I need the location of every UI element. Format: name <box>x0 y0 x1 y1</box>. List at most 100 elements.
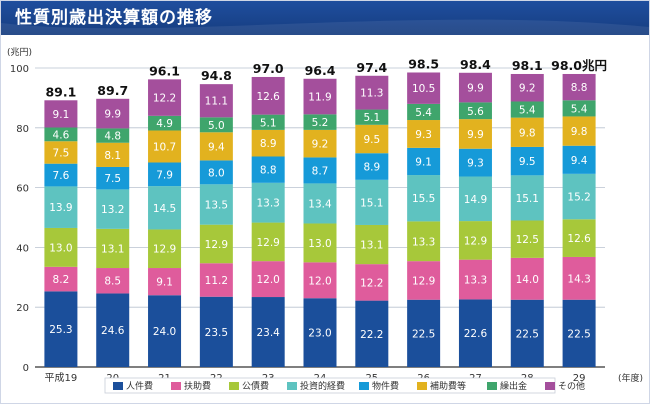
segment-value-label: 15.5 <box>412 193 435 205</box>
bar-segment <box>251 261 285 298</box>
bar-segment <box>96 128 130 143</box>
segment-value-label: 9.2 <box>519 83 536 95</box>
bar-segment <box>458 72 492 103</box>
bar-total-label: 98.1 <box>512 58 543 73</box>
segment-value-label: 23.5 <box>205 327 228 339</box>
segment-value-label: 10.7 <box>153 141 176 153</box>
segment-value-label: 13.9 <box>49 202 72 214</box>
bar-segment <box>458 221 492 260</box>
bar-segment <box>303 223 337 263</box>
legend-entry: 公債費 <box>242 380 269 392</box>
segment-value-label: 13.3 <box>464 275 487 287</box>
segment-value-label: 7.5 <box>104 173 121 185</box>
bar-segment <box>303 114 337 130</box>
y-axis-label: (兆円) <box>7 47 32 58</box>
bar-segment <box>562 219 596 257</box>
bar-segment <box>407 103 441 121</box>
segment-value-label: 8.5 <box>104 276 121 288</box>
legend-entry: 物件費 <box>372 380 399 392</box>
segment-value-label: 5.2 <box>312 117 329 129</box>
bar-segment <box>510 299 544 367</box>
segment-value-label: 15.1 <box>360 197 383 209</box>
segment-value-label: 9.1 <box>415 156 432 168</box>
bar-segment <box>148 162 182 187</box>
x-tick-label: 29 <box>573 373 586 384</box>
segment-value-label: 12.9 <box>256 237 279 249</box>
bar-total-label: 89.1 <box>45 84 76 99</box>
legend-swatch <box>229 382 239 390</box>
bar-total-label: 97.4 <box>356 60 387 75</box>
bar-segment <box>251 129 285 157</box>
bar-segment <box>458 148 492 177</box>
segment-value-label: 12.9 <box>205 239 228 251</box>
segment-value-label: 12.6 <box>256 91 280 103</box>
bar-segment <box>355 264 389 301</box>
bar-segment <box>148 295 182 367</box>
segment-value-label: 5.1 <box>260 117 277 129</box>
segment-value-label: 14.3 <box>567 273 590 285</box>
bar-segment <box>562 116 596 146</box>
bar-segment <box>199 263 233 297</box>
bar-segment <box>251 182 285 223</box>
bar-segment <box>407 147 441 176</box>
bar-segment <box>303 157 337 184</box>
segment-value-label: 11.3 <box>360 88 383 100</box>
legend-entry: 補助費等 <box>430 380 466 392</box>
segment-value-label: 13.2 <box>101 204 124 216</box>
segment-value-label: 13.5 <box>205 199 228 211</box>
bar-segment <box>96 98 130 129</box>
bar-segment <box>96 166 130 190</box>
bar-segment <box>562 256 596 300</box>
segment-value-label: 8.8 <box>260 165 277 177</box>
title-bar: 性質別歳出決算額の推移 <box>1 1 649 35</box>
bar-segment <box>303 78 337 115</box>
bar-segment <box>355 179 389 225</box>
bar-segment <box>148 268 182 296</box>
segment-value-label: 10.5 <box>412 83 435 95</box>
segment-value-label: 13.0 <box>308 238 331 250</box>
bar-segment <box>148 229 182 269</box>
segment-value-label: 5.0 <box>208 120 225 132</box>
legend-entry: 繰出金 <box>500 380 527 392</box>
segment-value-label: 13.0 <box>49 242 72 254</box>
bar-segment <box>96 228 130 269</box>
segment-value-label: 9.4 <box>208 141 225 153</box>
segment-value-label: 4.9 <box>156 118 173 130</box>
bar-segment <box>562 73 596 101</box>
segment-value-label: 13.1 <box>360 240 383 252</box>
segment-value-label: 5.4 <box>519 105 536 117</box>
bar-segment <box>44 127 78 142</box>
bar-segment <box>96 142 130 167</box>
bar-segment <box>355 75 389 110</box>
segment-value-label: 12.9 <box>153 244 176 256</box>
segment-value-label: 23.0 <box>308 328 331 340</box>
stacked-bar-chart: 0 20 40 60 80 100 (兆円) (年度) 25.3 8.2 13.0 13.9 7.6 7.… <box>7 47 643 394</box>
segment-value-label: 5.1 <box>363 112 380 124</box>
y-tick-label: 80 <box>16 124 29 135</box>
segment-value-label: 12.9 <box>412 275 435 287</box>
bar-segment <box>510 146 544 176</box>
bar-total-label: 94.8 <box>201 68 232 83</box>
bar-segment <box>407 120 441 148</box>
bar-segment <box>44 291 78 367</box>
bar-total-label: 89.7 <box>97 83 128 98</box>
bar-segment <box>251 114 285 130</box>
title-bar-background <box>1 1 649 35</box>
segment-value-label: 24.6 <box>101 325 125 337</box>
bar-segment <box>355 224 389 265</box>
segment-value-label: 12.6 <box>567 233 591 245</box>
bar-segment <box>199 296 233 367</box>
bar-segment <box>96 293 130 367</box>
segment-value-label: 5.6 <box>467 106 484 118</box>
bar-segment <box>510 175 544 221</box>
segment-value-label: 9.9 <box>467 129 484 141</box>
segment-value-label: 8.2 <box>53 274 70 286</box>
bar-segment <box>303 129 337 158</box>
bar-segment <box>510 101 544 118</box>
bar-segment <box>407 175 441 222</box>
y-tick-label: 40 <box>16 243 29 254</box>
segment-value-label: 5.4 <box>415 107 432 119</box>
bar-segment <box>562 173 596 220</box>
segment-value-label: 9.5 <box>363 134 380 146</box>
